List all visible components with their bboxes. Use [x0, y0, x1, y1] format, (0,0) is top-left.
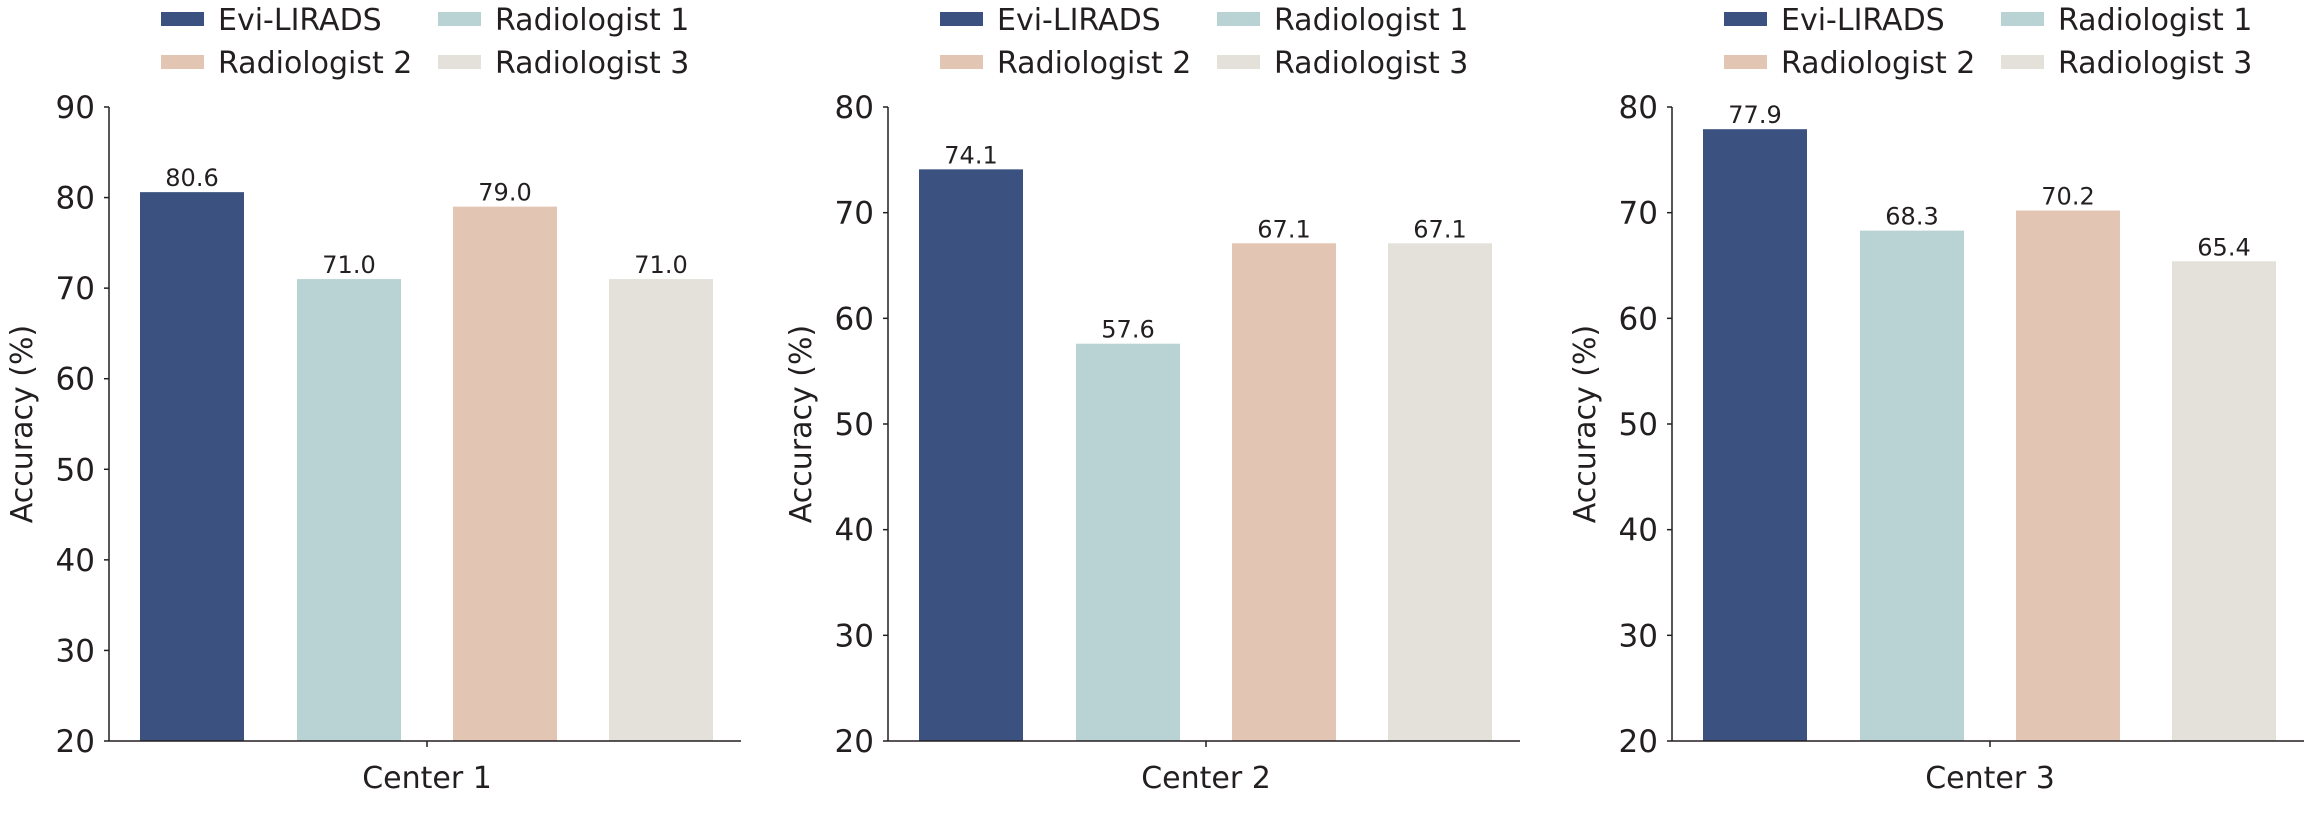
y-tick-label: 40	[56, 543, 95, 579]
y-tick-label: 20	[835, 724, 874, 760]
legend-swatch	[940, 12, 983, 26]
y-tick-label: 20	[1619, 724, 1658, 760]
legend-swatch	[438, 12, 481, 26]
chart-panel-3: Evi-LIRADS Radiologist 1 Radiologist 2 Radi…	[1568, 3, 2304, 796]
bar	[2172, 261, 2276, 741]
y-tick-label: 60	[56, 362, 95, 398]
data-label: 65.4	[2197, 233, 2250, 261]
legend-label: Radiologist 2	[218, 46, 412, 81]
y-tick-label: 60	[835, 301, 874, 337]
y-tick-label: 40	[835, 513, 874, 549]
y-axis-label: Accuracy (%)	[1568, 325, 1603, 523]
y-tick-label: 50	[835, 407, 874, 443]
data-label: 67.1	[1413, 215, 1466, 243]
legend-swatch	[1724, 12, 1767, 26]
data-label: 67.1	[1257, 215, 1310, 243]
bar	[1076, 343, 1180, 741]
data-label: 79.0	[478, 179, 531, 207]
y-tick-label: 30	[1619, 618, 1658, 654]
y-tick-label: 80	[835, 90, 874, 126]
legend-label: Radiologist 3	[2058, 46, 2252, 81]
y-tick-label: 80	[1619, 90, 1658, 126]
bar	[1860, 230, 1964, 741]
legend-swatch	[2001, 12, 2044, 26]
x-axis-label: Center 1	[362, 761, 492, 796]
bar	[1703, 129, 1807, 741]
y-tick-label: 80	[56, 181, 95, 217]
bar	[1232, 243, 1336, 741]
legend-swatch	[940, 55, 983, 69]
legend-label: Radiologist 1	[495, 3, 689, 38]
y-axis-label: Accuracy (%)	[784, 325, 819, 523]
y-tick-label: 70	[56, 271, 95, 307]
legend-label: Radiologist 3	[1274, 46, 1468, 81]
data-label: 71.0	[634, 251, 687, 279]
legend-swatch	[1724, 55, 1767, 69]
data-label: 70.2	[2041, 183, 2094, 211]
bar	[2016, 210, 2120, 741]
bar	[453, 206, 557, 742]
legend-label: Radiologist 3	[495, 46, 689, 81]
y-axis-label: Accuracy (%)	[5, 325, 40, 523]
y-tick-label: 90	[56, 90, 95, 126]
data-label: 68.3	[1885, 203, 1938, 231]
legend-swatch	[438, 55, 481, 69]
y-tick-label: 30	[56, 633, 95, 669]
bar	[297, 279, 401, 741]
data-label: 57.6	[1101, 316, 1154, 344]
y-tick-label: 70	[1619, 196, 1658, 232]
legend-swatch	[1217, 55, 1260, 69]
y-tick-label: 50	[1619, 407, 1658, 443]
legend-swatch	[1217, 12, 1260, 26]
x-axis-label: Center 3	[1925, 761, 2055, 796]
legend-label: Evi-LIRADS	[1781, 3, 1945, 38]
y-tick-label: 60	[1619, 301, 1658, 337]
legend-swatch	[2001, 55, 2044, 69]
bar	[609, 279, 713, 741]
chart-panel-1: Evi-LIRADS Radiologist 1 Radiologist 2 Radi…	[5, 3, 741, 796]
bar	[1388, 243, 1492, 741]
data-label: 80.6	[165, 164, 218, 192]
legend-swatch	[161, 55, 204, 69]
bar	[919, 169, 1023, 742]
y-tick-label: 30	[835, 618, 874, 654]
legend-label: Radiologist 1	[1274, 3, 1468, 38]
legend-label: Radiologist 2	[1781, 46, 1975, 81]
legend-label: Radiologist 1	[2058, 3, 2252, 38]
bar	[140, 192, 244, 741]
chart-panel-2: Evi-LIRADS Radiologist 1 Radiologist 2 Radi…	[784, 3, 1520, 796]
y-tick-label: 50	[56, 452, 95, 488]
y-tick-label: 20	[56, 724, 95, 760]
legend-label: Evi-LIRADS	[218, 3, 382, 38]
legend-label: Radiologist 2	[997, 46, 1191, 81]
legend-swatch	[161, 12, 204, 26]
y-tick-label: 70	[835, 196, 874, 232]
data-label: 71.0	[322, 251, 375, 279]
x-axis-label: Center 2	[1141, 761, 1271, 796]
legend-label: Evi-LIRADS	[997, 3, 1161, 38]
y-tick-label: 40	[1619, 513, 1658, 549]
data-label: 77.9	[1728, 101, 1781, 129]
data-label: 74.1	[944, 141, 997, 169]
